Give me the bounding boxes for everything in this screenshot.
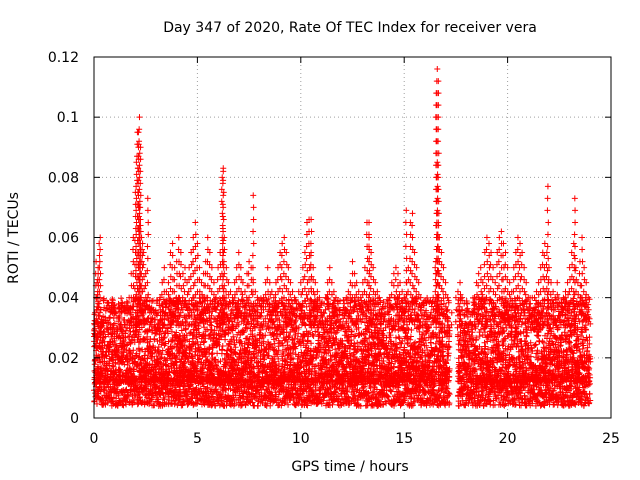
data-point [158,351,165,358]
data-point [126,367,133,374]
data-point [148,354,155,361]
data-point [114,327,121,334]
data-point [104,305,111,312]
data-point [120,338,127,345]
data-point [101,387,108,394]
data-point [126,333,133,340]
data-point [123,353,130,360]
data-point [115,392,122,399]
data-points [91,66,594,409]
data-point [165,330,172,337]
data-point [114,347,121,354]
data-point [132,358,139,365]
data-point [153,353,160,360]
data-point [148,298,155,305]
data-point [122,334,129,341]
data-point [109,362,116,369]
data-point [143,302,150,309]
data-point [110,363,117,370]
data-point [157,328,164,335]
data-point [111,337,118,344]
data-point [107,314,114,321]
data-point [151,335,158,342]
data-point [97,396,104,403]
data-point [93,295,100,302]
data-point [392,334,399,341]
data-point [111,308,118,315]
data-point [151,402,158,409]
data-point [146,338,153,345]
data-point [144,355,151,362]
data-point [99,395,106,402]
data-point [136,353,143,360]
data-point [117,368,124,375]
data-point [100,320,107,327]
data-point [118,295,125,302]
data-point [219,342,226,349]
data-point [165,363,172,370]
data-point [135,339,142,346]
data-point [292,317,299,324]
data-point [156,302,163,309]
data-point [103,305,110,312]
data-point [155,396,162,403]
data-point [110,356,117,363]
data-point [111,320,118,327]
data-point [135,331,142,338]
data-point [161,334,168,341]
data-point [100,295,107,302]
data-point [160,321,167,328]
data-point [101,328,108,335]
data-point [159,347,166,354]
data-point [144,333,151,340]
data-point [122,327,129,334]
data-point [100,364,107,371]
data-point [398,340,405,347]
data-point [149,353,156,360]
data-point [106,346,113,353]
data-point [105,302,112,309]
data-point [109,297,116,304]
data-point [149,350,156,357]
data-point [110,341,117,348]
data-point [115,300,122,307]
data-point [116,315,123,322]
data-point [130,347,137,354]
data-point [133,350,140,357]
data-point [123,401,130,408]
data-point [104,325,111,332]
data-point [107,321,114,328]
data-point [387,387,394,394]
data-point [123,298,130,305]
data-point [124,361,131,368]
data-point [137,338,144,345]
data-point [164,357,171,364]
data-point [93,400,100,407]
chart-title: Day 347 of 2020, Rate Of TEC Index for r… [163,20,537,36]
data-point [395,333,402,340]
data-point [126,319,133,326]
data-point [139,346,146,353]
data-point [154,346,161,353]
data-point [156,359,163,366]
data-point [98,324,105,331]
data-point [152,316,159,323]
